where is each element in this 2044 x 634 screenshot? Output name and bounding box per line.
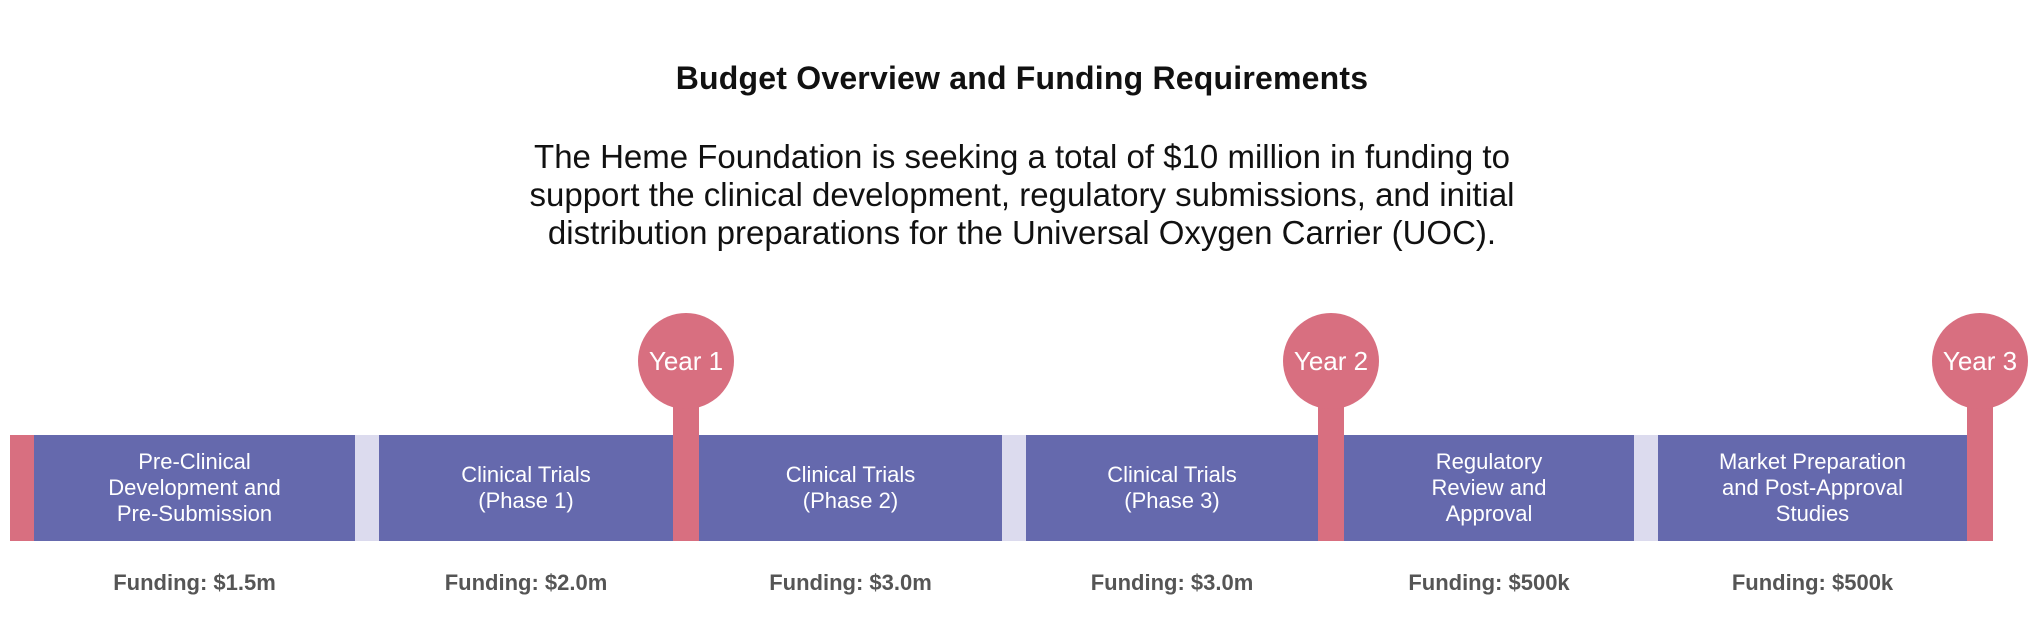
timeline-start-marker bbox=[10, 435, 34, 541]
timeline-gap bbox=[1634, 435, 1658, 541]
intro-line: distribution preparations for the Univer… bbox=[547, 214, 1497, 251]
phase-label: Market Preparation and Post-Approval Stu… bbox=[1718, 449, 1907, 526]
funding-label: Funding: $3.0m bbox=[769, 570, 932, 595]
milestone-stem bbox=[673, 390, 699, 541]
phase-clinical-trials-2: Clinical Trials (Phase 2) bbox=[699, 435, 1002, 541]
intro-paragraph: The Heme Foundation is seeking a total o… bbox=[0, 138, 2044, 252]
milestone-stem bbox=[1318, 390, 1344, 541]
funding-label: Funding: $1.5m bbox=[113, 570, 276, 595]
phase-regulatory-review: Regulatory Review and Approval bbox=[1344, 435, 1634, 541]
timeline-gap bbox=[1002, 435, 1026, 541]
milestone-year-2: Year 2 bbox=[1283, 313, 1379, 409]
funding-label: Funding: $500k bbox=[1408, 570, 1570, 595]
milestone-year-3: Year 3 bbox=[1932, 313, 2028, 409]
funding-label: Funding: $2.0m bbox=[444, 570, 608, 595]
intro-line: The Heme Foundation is seeking a total o… bbox=[534, 138, 1510, 175]
phase-label: Regulatory Review and Approval bbox=[1431, 449, 1547, 526]
funding-label: Funding: $500k bbox=[1731, 570, 1894, 595]
funding-label: Funding: $3.0m bbox=[1090, 570, 1254, 595]
timeline-gap bbox=[355, 435, 379, 541]
phase-pre-clinical: Pre-Clinical Development and Pre-Submiss… bbox=[34, 435, 355, 541]
phase-market-preparation: Market Preparation and Post-Approval Stu… bbox=[1658, 435, 1967, 541]
milestone-stem bbox=[1967, 390, 1993, 541]
phase-label: Pre-Clinical Development and Pre-Submiss… bbox=[108, 449, 281, 526]
phase-label: Clinical Trials (Phase 2) bbox=[785, 462, 916, 513]
intro-line: support the clinical development, regula… bbox=[529, 176, 1515, 213]
phase-label: Clinical Trials (Phase 3) bbox=[1107, 462, 1237, 513]
page-title: Budget Overview and Funding Requirements bbox=[675, 60, 1369, 96]
phase-label: Clinical Trials (Phase 1) bbox=[461, 462, 591, 513]
phase-clinical-trials-1: Clinical Trials (Phase 1) bbox=[379, 435, 673, 541]
phase-clinical-trials-3: Clinical Trials (Phase 3) bbox=[1026, 435, 1318, 541]
milestone-year-1: Year 1 bbox=[638, 313, 734, 409]
